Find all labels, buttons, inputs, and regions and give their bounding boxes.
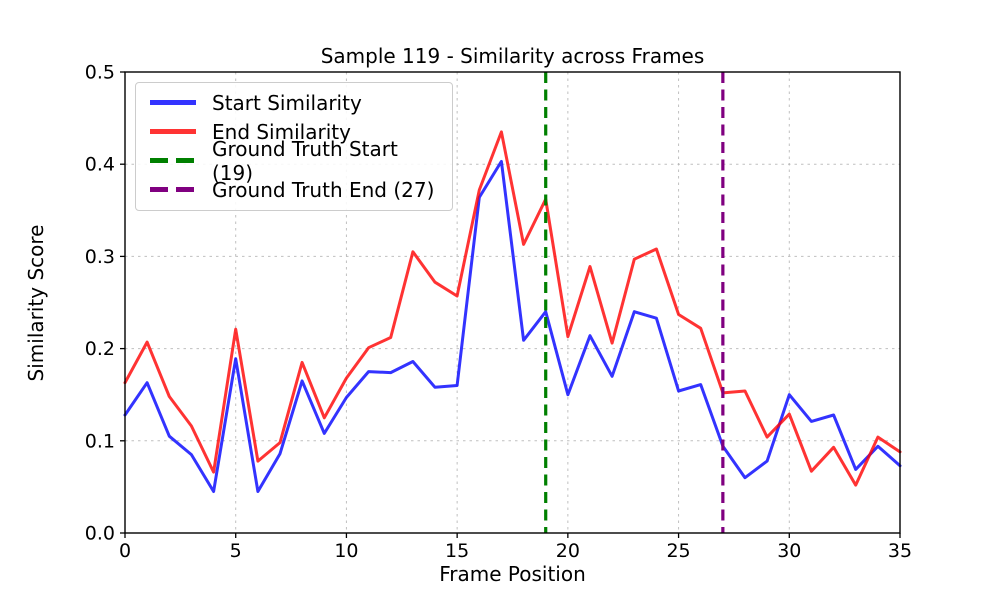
chart-title: Sample 119 - Similarity across Frames — [320, 44, 705, 68]
x-tick-label: 25 — [666, 540, 690, 562]
x-tick-label: 10 — [334, 540, 358, 562]
y-tick-label: 0.0 — [85, 523, 115, 545]
legend-label: Start Similarity — [212, 90, 362, 115]
x-axis-label: Frame Position — [439, 562, 586, 586]
legend-label: End Similarity — [212, 119, 351, 144]
legend-label: Ground Truth End (27) — [212, 177, 435, 202]
y-tick-label: 0.2 — [85, 338, 115, 360]
legend-entry-ground-truth-end: Ground Truth End (27) — [144, 175, 444, 204]
legend: Start Similarity End Similarity Ground T… — [135, 82, 453, 211]
legend-label: Ground Truth Start (19) — [212, 136, 398, 185]
y-tick-label: 0.3 — [85, 246, 115, 268]
legend-swatch-end-similarity — [150, 129, 196, 134]
legend-swatch-ground-truth-end — [150, 187, 196, 192]
legend-entry-ground-truth-start: Ground Truth Start (19) — [144, 137, 444, 185]
legend-entry-end-similarity: End Similarity — [144, 117, 444, 146]
end-similarity-line — [123, 130, 902, 487]
x-tick-label: 0 — [119, 540, 131, 562]
x-tick-label: 30 — [777, 540, 801, 562]
y-tick-label: 0.5 — [85, 62, 115, 84]
x-tick-label: 35 — [888, 540, 912, 562]
legend-swatch-ground-truth-start — [150, 158, 196, 163]
x-tick-label: 15 — [445, 540, 469, 562]
y-tick-label: 0.1 — [85, 430, 115, 452]
y-axis-label: Similarity Score — [24, 224, 48, 382]
x-tick-label: 20 — [556, 540, 580, 562]
legend-swatch-start-similarity — [150, 100, 196, 105]
axes-spines — [124, 71, 901, 534]
y-tick-label: 0.4 — [85, 154, 115, 176]
x-tick-label: 5 — [230, 540, 242, 562]
start-similarity-line — [123, 159, 902, 493]
legend-entry-start-similarity: Start Similarity — [144, 88, 444, 117]
